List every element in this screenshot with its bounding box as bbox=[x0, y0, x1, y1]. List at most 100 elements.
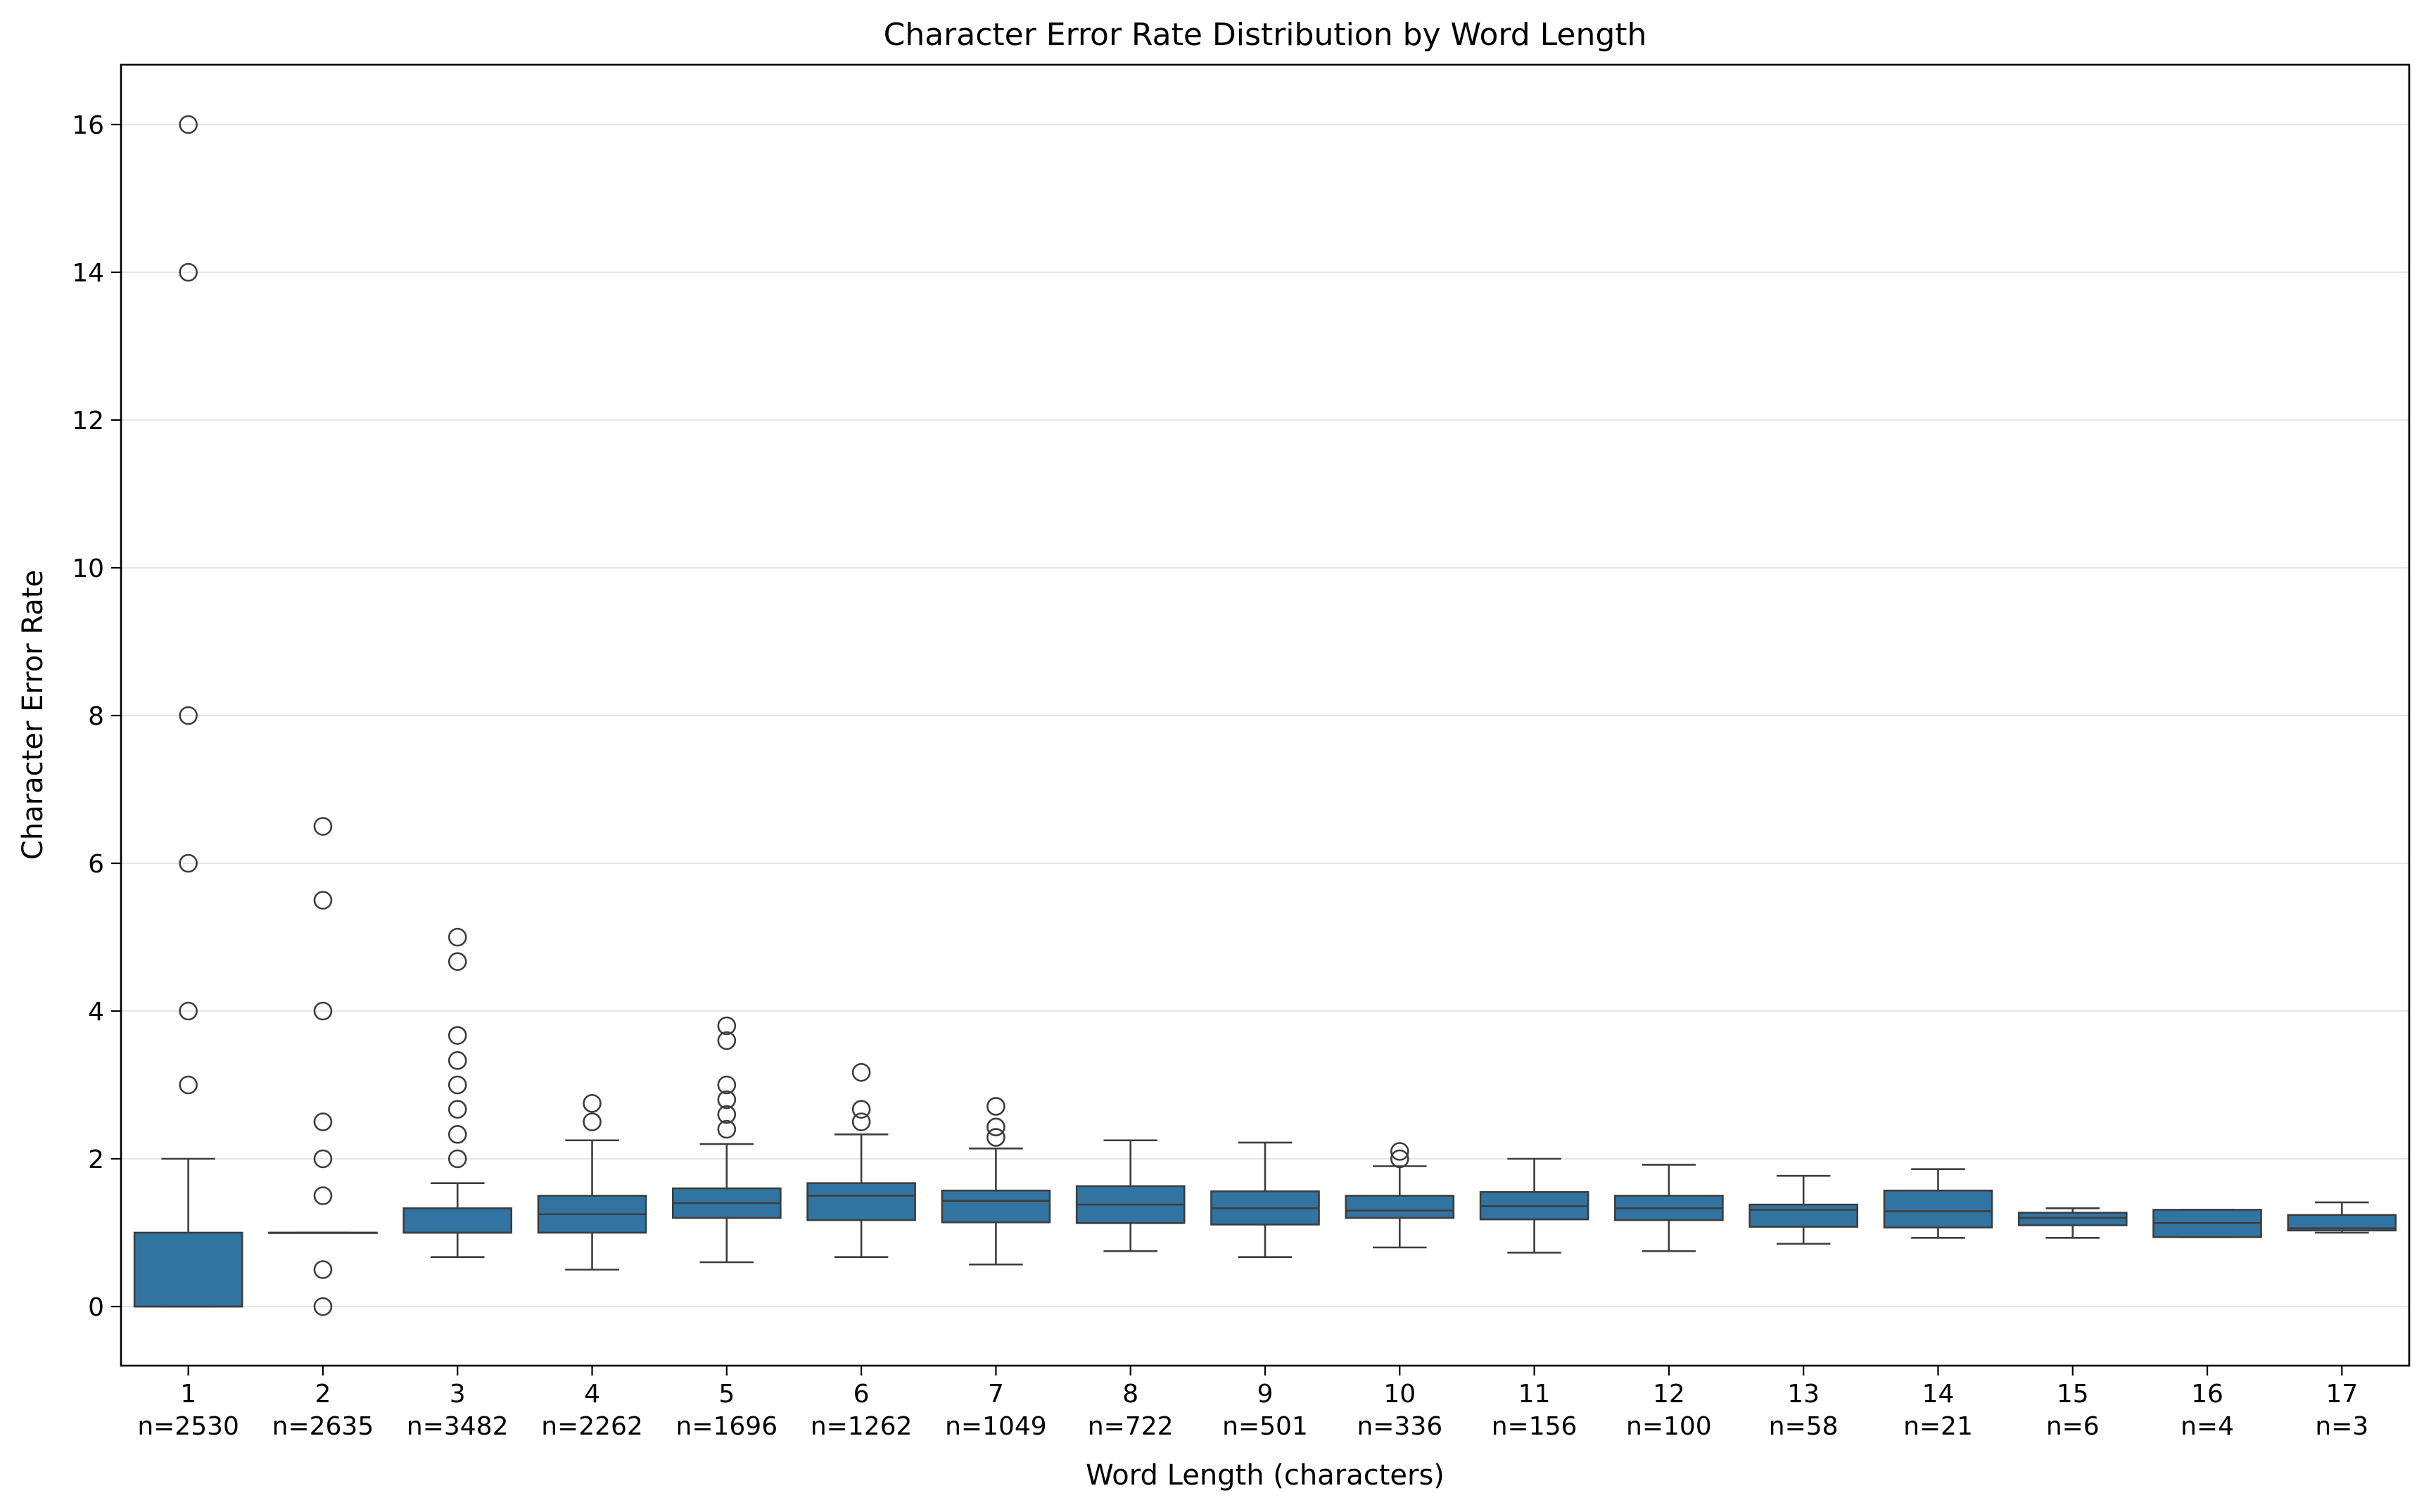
x-axis: 1 n=2530 2 n=2635 3 n=3482 4 n=2262 5 n=1696 6 n=12… bbox=[137, 1366, 2368, 1441]
x-tick-label: 5 bbox=[718, 1380, 735, 1409]
box-group bbox=[1345, 1142, 1455, 1249]
x-tick-count-label: n=58 bbox=[1769, 1412, 1839, 1441]
box-group bbox=[2017, 1207, 2128, 1239]
x-tick-label: 6 bbox=[853, 1380, 870, 1409]
outlier-point bbox=[448, 1125, 467, 1144]
y-axis-label: Character Error Rate bbox=[17, 570, 49, 860]
iqr-box bbox=[1748, 1203, 1858, 1228]
outlier-point bbox=[448, 952, 467, 971]
box-group bbox=[1479, 1157, 1589, 1254]
y-tick-label: 4 bbox=[88, 998, 104, 1027]
x-tick-count-label: n=336 bbox=[1357, 1412, 1442, 1441]
x-tick-label: 10 bbox=[1383, 1380, 1416, 1409]
outlier-point bbox=[313, 1001, 333, 1021]
box-series bbox=[133, 115, 2397, 1316]
outlier-point bbox=[986, 1097, 1005, 1116]
box-group bbox=[1748, 1174, 1858, 1245]
box-group bbox=[402, 927, 513, 1258]
iqr-box bbox=[402, 1207, 513, 1234]
box-group bbox=[1210, 1141, 1320, 1258]
x-tick-count-label: n=1262 bbox=[811, 1412, 913, 1441]
x-tick-label: 4 bbox=[584, 1380, 600, 1409]
y-tick-label: 8 bbox=[88, 702, 104, 731]
box-group bbox=[1614, 1164, 1724, 1252]
outlier-point bbox=[717, 1031, 737, 1050]
iqr-box bbox=[2287, 1214, 2397, 1232]
x-tick-count-label: n=2635 bbox=[272, 1412, 374, 1441]
box-group bbox=[806, 1062, 916, 1258]
x-tick-label: 12 bbox=[1653, 1380, 1685, 1409]
x-tick-label: 2 bbox=[315, 1380, 331, 1409]
outlier-point bbox=[313, 1149, 333, 1169]
x-tick-count-label: n=501 bbox=[1222, 1412, 1308, 1441]
x-tick-label: 8 bbox=[1122, 1380, 1138, 1409]
x-tick-count-label: n=3 bbox=[2315, 1412, 2368, 1441]
outlier-point bbox=[717, 1105, 737, 1124]
outlier-point bbox=[313, 1297, 333, 1316]
x-tick-count-label: n=722 bbox=[1088, 1412, 1174, 1441]
outlier-point bbox=[448, 1051, 467, 1070]
box-group bbox=[941, 1097, 1051, 1266]
x-tick-label: 11 bbox=[1518, 1380, 1551, 1409]
chart-title: Character Error Rate Distribution by Wor… bbox=[884, 17, 1647, 53]
outlier-point bbox=[313, 1112, 333, 1131]
x-tick-label: 15 bbox=[2057, 1380, 2089, 1409]
outlier-point bbox=[179, 853, 198, 873]
outlier-point bbox=[179, 706, 198, 725]
outlier-point bbox=[448, 1100, 467, 1119]
y-tick-label: 2 bbox=[88, 1145, 104, 1174]
outlier-point bbox=[448, 1075, 467, 1095]
outlier-point bbox=[583, 1112, 602, 1131]
y-tick-label: 12 bbox=[72, 407, 104, 436]
box-group bbox=[1075, 1139, 1186, 1252]
outlier-point bbox=[179, 1075, 198, 1095]
outlier-point bbox=[717, 1119, 737, 1139]
x-tick-label: 1 bbox=[180, 1380, 196, 1409]
box-group bbox=[268, 817, 378, 1316]
x-tick-count-label: n=3482 bbox=[407, 1412, 509, 1441]
x-tick-count-label: n=1049 bbox=[945, 1412, 1047, 1441]
outlier-point bbox=[986, 1128, 1005, 1147]
y-tick-label: 10 bbox=[72, 554, 104, 583]
x-tick-label: 7 bbox=[988, 1380, 1004, 1409]
box-group bbox=[537, 1093, 647, 1271]
iqr-box bbox=[806, 1182, 916, 1221]
outlier-point bbox=[313, 1186, 333, 1205]
iqr-box bbox=[133, 1231, 243, 1308]
y-tick-label: 14 bbox=[72, 259, 104, 288]
x-tick-label: 17 bbox=[2325, 1380, 2358, 1409]
outlier-point bbox=[851, 1112, 871, 1131]
x-tick-label: 9 bbox=[1257, 1380, 1274, 1409]
x-tick-count-label: n=6 bbox=[2046, 1412, 2100, 1441]
x-tick-count-label: n=100 bbox=[1626, 1412, 1712, 1441]
outlier-point bbox=[986, 1117, 1005, 1137]
box-group bbox=[133, 115, 243, 1308]
iqr-box bbox=[1883, 1189, 1993, 1228]
x-tick-label: 16 bbox=[2191, 1380, 2223, 1409]
outlier-point bbox=[448, 1026, 467, 1045]
outlier-point bbox=[1390, 1149, 1409, 1169]
outlier-point bbox=[313, 1260, 333, 1279]
outlier-point bbox=[448, 927, 467, 947]
outlier-point bbox=[313, 891, 333, 910]
x-tick-count-label: n=4 bbox=[2181, 1412, 2234, 1441]
outlier-point bbox=[717, 1016, 737, 1036]
y-tick-label: 16 bbox=[72, 111, 104, 140]
y-axis: 0 2 4 6 8 10 12 14 16 bbox=[72, 111, 121, 1322]
outlier-point bbox=[851, 1100, 871, 1119]
box-group bbox=[2152, 1209, 2262, 1238]
outlier-point bbox=[583, 1093, 602, 1113]
outlier-point bbox=[179, 1001, 198, 1021]
outlier-point bbox=[1390, 1142, 1409, 1161]
gridlines bbox=[121, 123, 2409, 1308]
x-tick-count-label: n=1696 bbox=[676, 1412, 778, 1441]
x-tick-count-label: n=2530 bbox=[137, 1412, 239, 1441]
outlier-point bbox=[179, 262, 198, 282]
iqr-box bbox=[941, 1189, 1051, 1224]
x-tick-count-label: n=2262 bbox=[541, 1412, 643, 1441]
outlier-point bbox=[313, 817, 333, 836]
outlier-point bbox=[448, 1149, 467, 1169]
y-tick-label: 0 bbox=[88, 1293, 104, 1322]
